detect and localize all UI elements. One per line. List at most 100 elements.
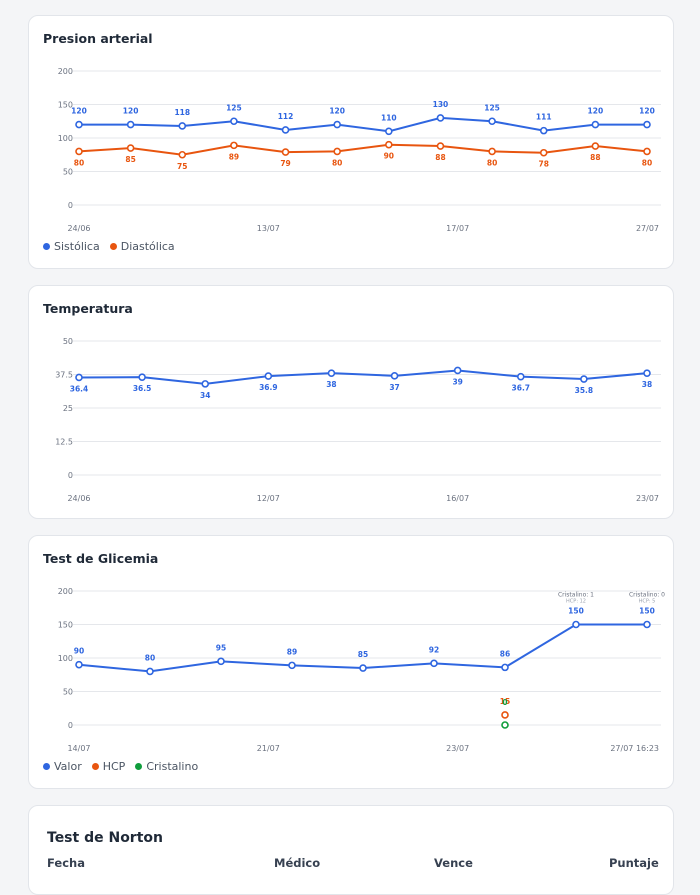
data-point (488, 117, 496, 126)
legend-cristalino[interactable]: Cristalino (135, 760, 198, 773)
y-tick-label: 150 (58, 101, 73, 110)
x-tick-label: 14/07 (67, 744, 90, 753)
legend-diastolica-label: Diastólica (120, 240, 175, 253)
data-label: 86 (500, 649, 510, 658)
data-point (539, 126, 548, 135)
data-label: 75 (177, 162, 187, 171)
y-tick-label: 50 (63, 337, 73, 346)
data-point (178, 150, 187, 159)
data-point (264, 372, 273, 380)
data-point (126, 120, 135, 129)
data-label: 90 (74, 647, 84, 656)
data-label: 34 (200, 391, 210, 400)
data-point (516, 372, 525, 381)
data-label: 0 (502, 698, 507, 707)
y-tick-label: 50 (63, 688, 73, 697)
annotation-label: Cristalino: 0 (629, 592, 665, 599)
data-label: 37 (389, 383, 399, 392)
data-point (281, 148, 290, 156)
legend-dot-icon (43, 243, 50, 250)
legend-valor[interactable]: Valor (43, 760, 82, 773)
data-label: 111 (536, 113, 552, 122)
data-label: 36.4 (70, 384, 89, 393)
glicemia-legend: Valor HCP Cristalino (43, 760, 198, 773)
x-tick-label: 13/07 (257, 224, 280, 233)
norton-card: Test de Norton Fecha Médico Vence Puntaj… (28, 805, 674, 895)
legend-hcp-label: HCP (102, 760, 126, 773)
norton-col-puntaje[interactable]: Puntaje (609, 856, 659, 870)
data-point (230, 141, 238, 150)
data-label: 36.9 (259, 383, 278, 392)
data-point (643, 620, 651, 629)
data-label: 120 (639, 107, 655, 116)
data-point (230, 117, 238, 126)
legend-cristalino-label: Cristalino (146, 760, 199, 773)
temperatura-title: Temperatura (43, 301, 133, 316)
legend-diastolica[interactable]: Diastólica (109, 240, 175, 253)
data-point (138, 373, 146, 381)
data-label: 92 (429, 645, 439, 654)
data-point (436, 142, 445, 150)
data-label: 80 (332, 158, 342, 167)
data-label: 150 (639, 607, 655, 616)
norton-title: Test de Norton (47, 830, 163, 846)
data-point (453, 366, 462, 375)
data-label: 118 (174, 108, 190, 117)
y-tick-label: 0 (68, 471, 73, 480)
legend-sistolica[interactable]: Sistólica (43, 240, 100, 253)
legend-valor-label: Valor (54, 760, 82, 773)
data-label: 35.8 (575, 386, 594, 395)
data-label: 89 (229, 152, 239, 161)
data-label: 80 (145, 653, 155, 662)
x-tick-label: 17/07 (446, 224, 469, 233)
data-point (591, 142, 600, 150)
data-point (436, 114, 445, 122)
data-point (288, 661, 296, 670)
data-point (501, 721, 509, 729)
y-tick-label: 12.5 (55, 438, 73, 447)
legend-dot-icon (43, 763, 50, 770)
glicemia-card: Test de Glicemia 0 50 100 150 200 14/07 21/07 2… (28, 535, 674, 789)
glicemia-title: Test de Glicemia (43, 551, 159, 566)
data-label: 79 (280, 159, 290, 168)
data-label: 89 (287, 647, 297, 656)
x-tick-label: 24/06 (67, 224, 90, 233)
legend-sistolica-label: Sistólica (54, 240, 100, 253)
presion-card: Presion arterial 0 50 100 150 200 24/06 13/07 1… (28, 15, 674, 269)
data-point (327, 369, 336, 377)
data-label: 80 (642, 158, 652, 167)
data-point (580, 375, 588, 383)
data-point (591, 120, 600, 129)
data-point (501, 711, 509, 719)
legend-hcp[interactable]: HCP (91, 760, 126, 773)
data-point (333, 147, 341, 156)
legend-dot-icon (91, 763, 99, 770)
norton-col-medico[interactable]: Médico (274, 856, 321, 870)
data-point (488, 147, 496, 156)
data-label: 38 (326, 380, 336, 389)
annotation-label: Cristalino: 1 (558, 592, 594, 599)
annotation-sublabel: HCP: 12 (566, 599, 586, 605)
data-label: 36.5 (133, 384, 152, 393)
legend-dot-icon (135, 763, 143, 770)
y-tick-label: 0 (68, 201, 73, 210)
x-tick-label: 16/07 (446, 494, 469, 503)
data-point (281, 126, 290, 134)
data-label: 120 (71, 107, 87, 116)
x-tick-label: 23/07 (446, 744, 469, 753)
y-tick-label: 37.5 (55, 371, 73, 380)
presion-legend: Sistólica Diastólica (43, 240, 175, 253)
y-tick-label: 200 (58, 67, 73, 76)
data-point (75, 147, 83, 156)
data-point (385, 127, 393, 136)
x-tick-label: 24/06 (67, 494, 90, 503)
data-label: 110 (381, 113, 397, 122)
y-tick-label: 50 (63, 168, 73, 177)
data-label: 120 (329, 107, 345, 116)
presion-chart: 0 50 100 150 200 24/06 13/07 17/07 27/07 120 120 11… (58, 67, 661, 233)
norton-col-vence[interactable]: Vence (434, 856, 473, 870)
data-label: 90 (384, 152, 394, 161)
y-tick-label: 100 (58, 654, 73, 663)
norton-col-fecha[interactable]: Fecha (47, 856, 85, 870)
x-tick-label: 21/07 (257, 744, 280, 753)
